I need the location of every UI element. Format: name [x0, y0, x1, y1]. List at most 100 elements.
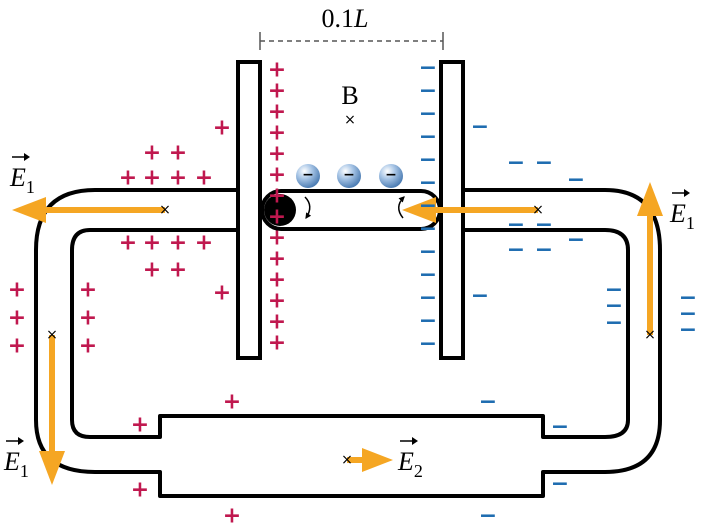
positive-charge: + — [213, 116, 231, 141]
negative-charge: − — [419, 171, 437, 196]
negative-charge: − — [507, 213, 525, 238]
channel-left-dot — [264, 194, 296, 226]
positive-charge: + — [79, 306, 97, 331]
svg-text:E1: E1 — [9, 163, 35, 197]
negative-charge: − — [551, 472, 569, 497]
positive-charges: ++++++++++++++++ ++ + + ++ + + ++ ++++++++++++ — [8, 58, 286, 525]
negative-charge: − — [679, 318, 697, 343]
positive-charge: + — [8, 306, 26, 331]
e2-arrow-bottom — [347, 448, 393, 472]
point-b-cross: × — [344, 112, 356, 128]
curl-arrow-left — [304, 196, 312, 219]
e2-label: E2 — [397, 437, 423, 481]
field-point-cross: × — [644, 327, 656, 343]
positive-charge: + — [268, 121, 286, 146]
positive-charge: + — [143, 231, 161, 256]
negative-charge: − — [419, 148, 437, 173]
electron — [337, 164, 361, 188]
e1-arrow-left — [39, 335, 65, 485]
negative-charge: − — [507, 151, 525, 176]
svg-text:E1: E1 — [669, 199, 695, 233]
electrons: − − − — [296, 164, 403, 188]
wire-loop — [34, 188, 662, 498]
negative-charge: − — [605, 278, 623, 303]
negative-charge: − — [419, 263, 437, 288]
positive-charge: + — [169, 141, 187, 166]
negative-charge: − — [551, 415, 569, 440]
dimension-marker — [259, 32, 444, 50]
e1-label-bottom-left: E1 — [3, 437, 29, 481]
e1-label-right: E1 — [669, 189, 695, 233]
positive-charge: + — [169, 231, 187, 256]
negative-charge: − — [679, 302, 697, 327]
electron-sign: − — [302, 167, 314, 183]
negative-charge: − — [471, 115, 489, 140]
positive-charge: + — [268, 79, 286, 104]
positive-charge: + — [268, 142, 286, 167]
positive-charge: + — [268, 247, 286, 272]
negative-charge: − — [605, 294, 623, 319]
positive-charge: + — [268, 100, 286, 125]
wire-inner-edge — [70, 228, 630, 439]
positive-charge: + — [131, 478, 149, 503]
positive-charge: + — [8, 278, 26, 303]
negative-charge: − — [419, 56, 437, 81]
e1-arrow-channel — [402, 197, 538, 223]
e1-label-top-left: E1 — [9, 153, 35, 197]
positive-charge: + — [169, 166, 187, 191]
positive-charge: + — [213, 281, 231, 306]
positive-charge: + — [8, 334, 26, 359]
negative-charge: − — [419, 309, 437, 334]
positive-charge: + — [268, 331, 286, 356]
positive-charge: + — [268, 289, 286, 314]
field-point-cross: × — [532, 202, 544, 218]
electron — [296, 164, 320, 188]
positive-charge: + — [268, 226, 286, 251]
positive-charge: + — [169, 258, 187, 283]
negative-charge: − — [471, 284, 489, 309]
electron — [379, 164, 403, 188]
negative-charges: −−−−−−−−−−−−−−− −−− −−− −− −−−−−−−−−− — [419, 56, 697, 525]
left-plate — [236, 60, 262, 360]
negative-charge: − — [419, 102, 437, 127]
negative-charge: − — [479, 504, 497, 525]
svg-text:E1: E1 — [3, 447, 29, 481]
point-b-label: B — [341, 81, 358, 110]
field-points: × × × × × — [46, 202, 656, 468]
positive-charge: + — [131, 413, 149, 438]
field-point-cross: × — [159, 202, 171, 218]
negative-charge: − — [535, 213, 553, 238]
negative-charge: − — [419, 240, 437, 265]
positive-charge: + — [223, 390, 241, 415]
dimension-label: 0.1L — [322, 4, 369, 33]
electron-sign: − — [343, 167, 355, 183]
e1-arrow-top-left — [12, 197, 165, 223]
negative-charge: − — [605, 311, 623, 336]
positive-charge: + — [268, 58, 286, 83]
positive-charge: + — [268, 163, 286, 188]
positive-charge: + — [223, 504, 241, 525]
field-point-cross: × — [46, 327, 58, 343]
negative-charge: − — [419, 194, 437, 219]
negative-charge: − — [479, 390, 497, 415]
positive-charge: + — [79, 278, 97, 303]
positive-charge: + — [268, 184, 286, 209]
positive-charge: + — [268, 205, 286, 230]
wire-outer-edge — [34, 188, 662, 498]
positive-charge: + — [143, 166, 161, 191]
field-labels: E1 E1 E1 E2 — [3, 153, 695, 481]
positive-charge: + — [119, 231, 137, 256]
positive-charge: + — [79, 334, 97, 359]
negative-charge: − — [507, 238, 525, 263]
negative-charge: − — [567, 168, 585, 193]
curl-arrow-right — [398, 196, 405, 219]
e1-arrow-right — [637, 182, 663, 335]
field-point-cross: × — [341, 452, 353, 468]
negative-charge: − — [419, 79, 437, 104]
positive-charge: + — [143, 141, 161, 166]
negative-charge: − — [419, 217, 437, 242]
positive-charge: + — [268, 268, 286, 293]
negative-charge: − — [535, 238, 553, 263]
negative-charge: − — [419, 125, 437, 150]
